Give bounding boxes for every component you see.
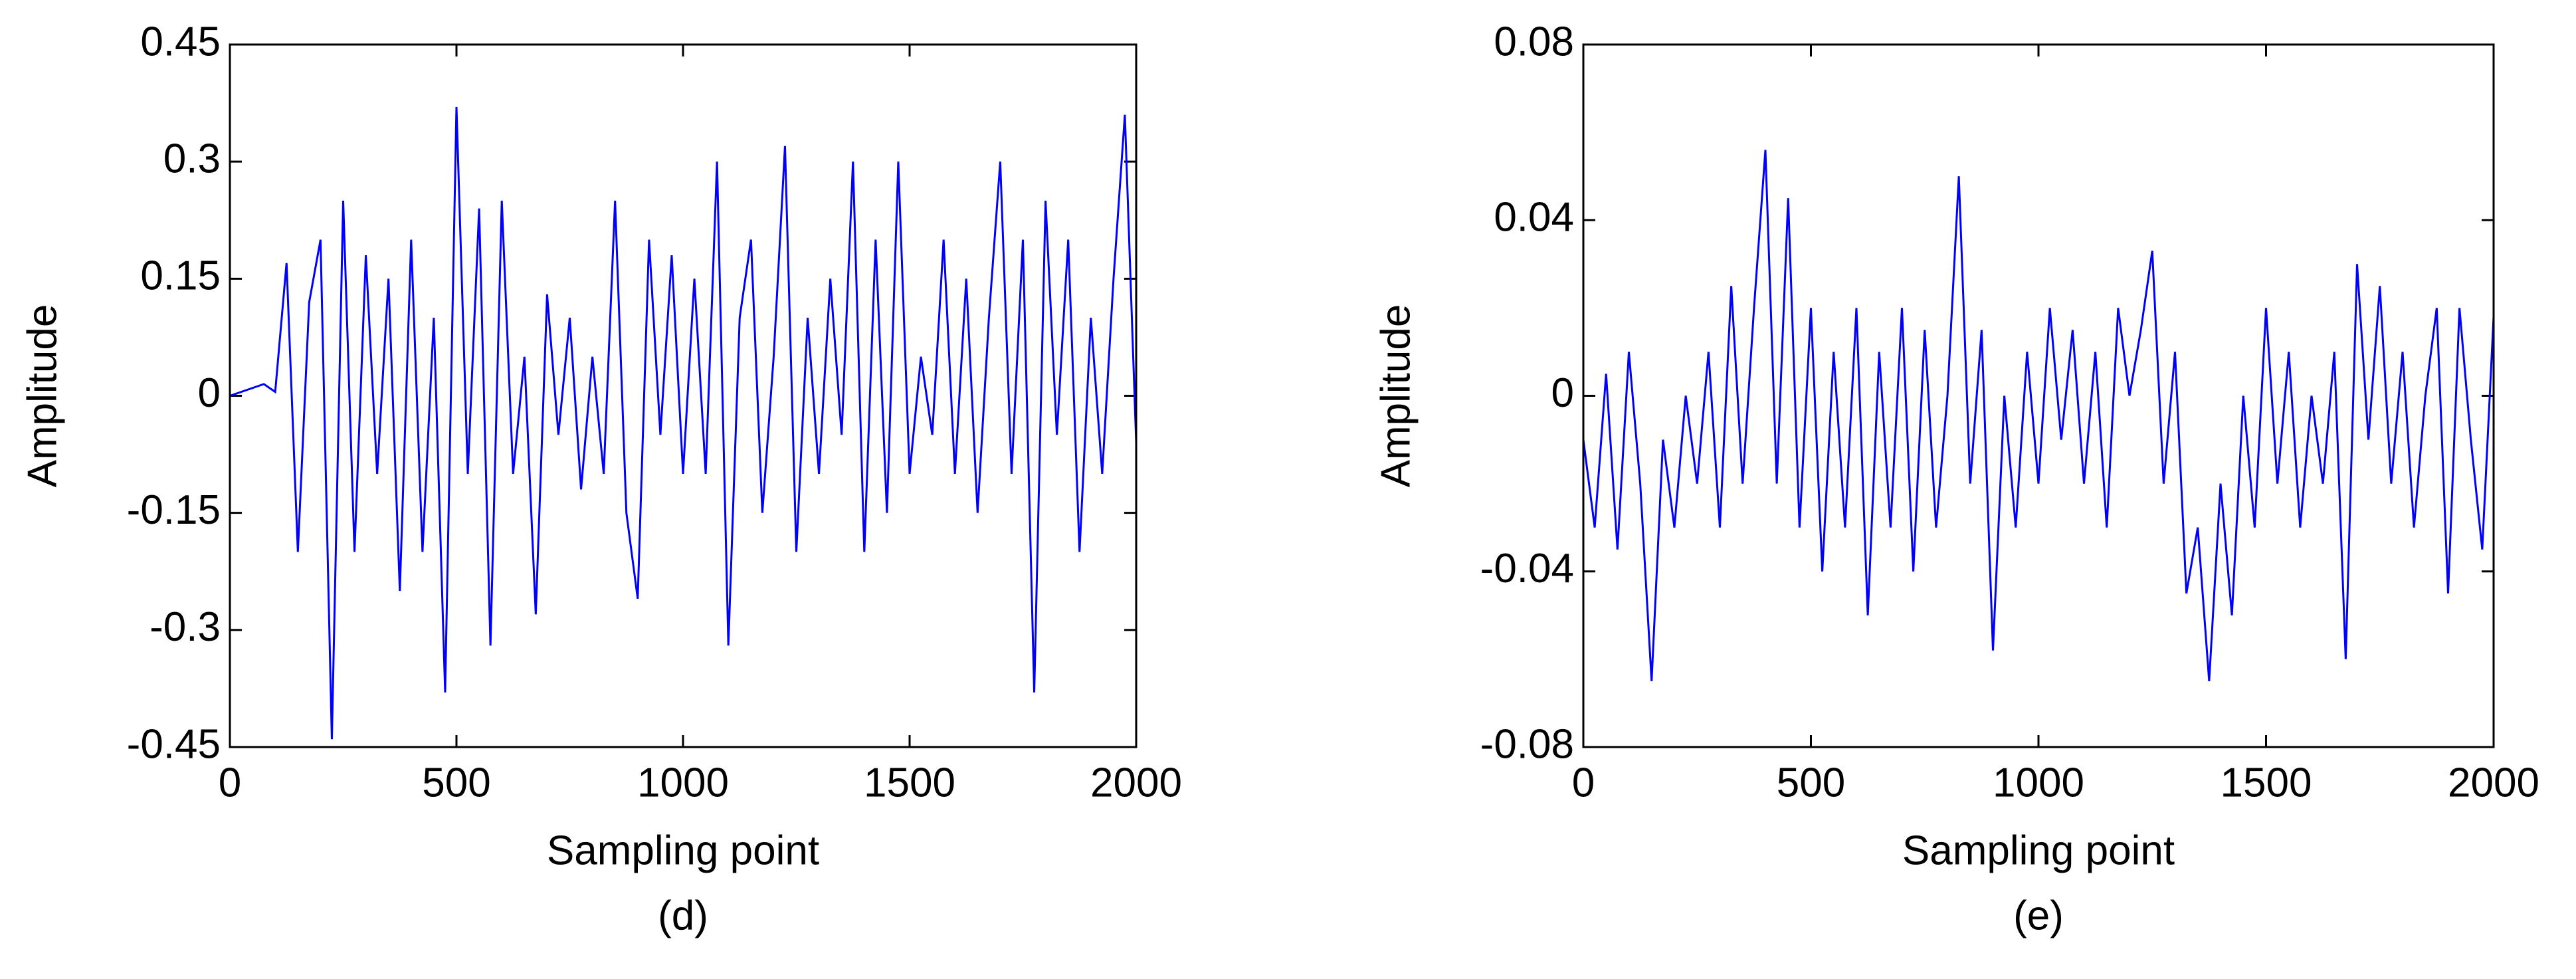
x-tick-label: 1000 (1993, 760, 2084, 806)
axes-frame (1582, 43, 2495, 748)
x-tick-label: 1500 (864, 760, 955, 806)
y-tick-label: 0.04 (1494, 195, 1574, 241)
y-tick-label: 0.3 (163, 136, 221, 182)
x-tick-label: 1000 (637, 760, 729, 806)
y-tick-label: -0.15 (127, 487, 221, 533)
caption: (d) (658, 893, 708, 938)
x-axis-label: Sampling point (547, 827, 819, 873)
x-axis-label: Sampling point (1902, 827, 2175, 873)
y-tick-label: -0.45 (127, 721, 221, 767)
axes-frame (229, 43, 1138, 748)
y-tick-label: 0 (1551, 370, 1574, 416)
x-tick-label: 1500 (2221, 760, 2312, 806)
y-axis-label: Amplitude (1373, 304, 1419, 488)
signal-line (229, 106, 1138, 740)
y-tick-label: -0.04 (1480, 546, 1574, 592)
x-tick-label: 500 (1777, 760, 1845, 806)
y-tick-label: 0.08 (1494, 19, 1574, 64)
x-tick-label: 0 (1572, 760, 1595, 806)
x-tick-label: 500 (422, 760, 490, 806)
y-tick-label: 0 (198, 370, 221, 416)
y-tick-label: -0.08 (1480, 721, 1574, 767)
x-tick-label: 2000 (2448, 760, 2539, 806)
x-tick-label: 0 (219, 760, 241, 806)
y-tick-label: 0.15 (140, 253, 221, 299)
y-tick-label: 0.45 (140, 19, 221, 64)
caption: (e) (2013, 893, 2064, 938)
y-axis-label: Amplitude (19, 304, 65, 488)
signal-line (1582, 150, 2495, 682)
x-tick-label: 2000 (1090, 760, 1182, 806)
y-tick-label: -0.3 (149, 604, 221, 650)
